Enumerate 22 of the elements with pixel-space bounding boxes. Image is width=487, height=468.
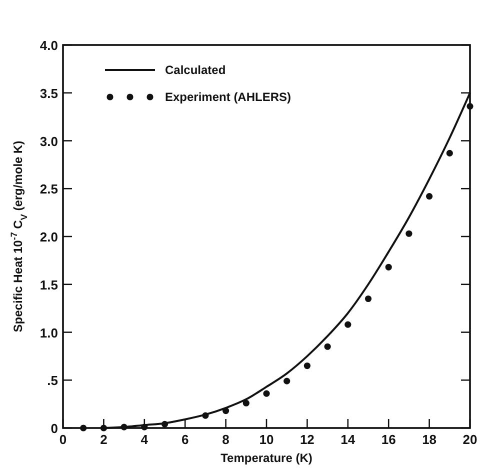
legend-label: Calculated	[165, 63, 226, 77]
y-tick-label: 1.0	[40, 325, 58, 340]
y-tick-label: 3.5	[40, 86, 58, 101]
x-tick-label: 12	[300, 432, 314, 447]
legend-label: Experiment (AHLERS)	[165, 90, 292, 104]
x-tick-label: 10	[259, 432, 274, 447]
y-tick-label: 1.5	[40, 277, 58, 292]
y-tick-label: 0	[50, 421, 58, 436]
y-tick-label: 3.0	[40, 134, 58, 149]
x-tick-label: 4	[140, 432, 149, 447]
x-tick-label: 6	[181, 432, 189, 447]
x-axis-title: Temperature (K)	[220, 451, 312, 465]
y-tick-label: 2.0	[40, 230, 58, 244]
y-tick-label: 4.0	[40, 38, 58, 53]
y-tick-label: 2.5	[40, 182, 58, 197]
y-tick-label: .5	[47, 373, 58, 388]
x-tick-label: 8	[222, 432, 230, 447]
x-tick-label: 16	[381, 432, 396, 447]
x-tick-label: 2	[100, 432, 108, 447]
x-tick-label: 20	[462, 432, 478, 447]
x-tick-label: 14	[340, 432, 356, 447]
x-tick-label: 18	[422, 432, 437, 447]
